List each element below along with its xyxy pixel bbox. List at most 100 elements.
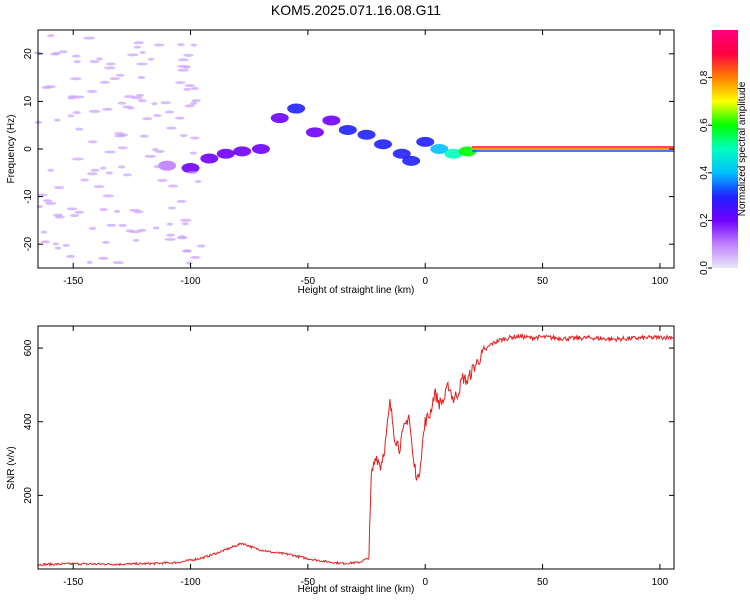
noise-speck	[183, 53, 194, 57]
noise-speck	[112, 261, 125, 265]
noise-speck	[166, 222, 174, 226]
noise-speck	[86, 89, 98, 93]
heatmap-x-label: Height of straight line (km)	[298, 285, 415, 296]
noise-speck	[174, 116, 185, 120]
ridge-point	[251, 144, 270, 154]
noise-speck	[191, 99, 201, 103]
noise-speck	[190, 43, 198, 47]
noise-speck	[142, 117, 153, 121]
colorbar-tick-label: 0.4	[699, 165, 710, 179]
colorbar: 0.0 0.2 0.4 0.6 0.8 Normalized spectral ampl…	[699, 30, 748, 275]
noise-speck	[58, 50, 68, 54]
y-tick-label: 600	[23, 339, 34, 356]
x-tick-label: 50	[537, 577, 549, 588]
ridge-point	[158, 160, 177, 171]
noise-speck	[133, 45, 141, 49]
noise-speck	[139, 134, 149, 138]
snr-axes: -150 -100 -50 0 50 100 200 400 600	[23, 326, 674, 588]
noise-speck	[44, 201, 57, 205]
noise-speck	[86, 172, 98, 176]
noise-speck	[160, 101, 171, 105]
snr-frame	[37, 325, 675, 570]
noise-speck	[105, 171, 113, 175]
ridge-point	[233, 146, 252, 157]
noise-speck	[152, 226, 160, 230]
noise-speck	[190, 255, 201, 259]
noise-speck	[98, 256, 109, 260]
noise-speck	[37, 193, 47, 197]
noise-speck	[154, 149, 165, 153]
noise-speck	[69, 77, 82, 81]
noise-speck	[184, 84, 196, 88]
noise-speck	[118, 223, 127, 227]
colorbar-label: Normalized spectral amplitude	[737, 81, 748, 216]
noise-speck	[83, 36, 96, 40]
figure-title: KOM5.2025.071.16.08.G11	[271, 2, 441, 18]
noise-speck	[127, 106, 135, 110]
noise-speck	[166, 126, 177, 130]
x-tick-label: -150	[63, 577, 83, 588]
noise-speck	[139, 51, 146, 55]
noise-speck	[117, 101, 127, 105]
noise-speck	[153, 113, 162, 117]
noise-speck	[181, 249, 192, 253]
noise-speck	[71, 157, 84, 161]
noise-speck	[131, 96, 143, 100]
noise-speck	[164, 237, 176, 241]
y-tick-label: 200	[23, 487, 34, 504]
noise-speck	[190, 136, 200, 140]
noise-speck	[88, 109, 101, 113]
noise-speck	[104, 150, 116, 154]
noise-speck	[178, 235, 187, 239]
noise-speck	[175, 81, 186, 85]
noise-speck	[74, 210, 85, 214]
noise-speck	[72, 111, 82, 115]
y-tick-label: 20	[23, 48, 34, 60]
noise-speck	[190, 86, 200, 90]
x-tick-label: 50	[537, 276, 549, 287]
ridge-point	[373, 139, 392, 150]
ridge-point	[200, 153, 219, 164]
x-tick-label: 100	[652, 577, 669, 588]
ridge-point	[181, 163, 200, 174]
noise-speck	[66, 254, 75, 258]
y-tick-label: 400	[23, 413, 34, 430]
ridge-point	[357, 129, 376, 140]
noise-speck	[123, 173, 132, 177]
x-tick-label: 0	[422, 577, 428, 588]
ridge-point	[392, 148, 411, 159]
noise-speck	[187, 171, 198, 175]
snr-series-line	[38, 332, 674, 567]
noise-speck	[176, 199, 187, 203]
x-tick-label: 0	[422, 276, 428, 287]
noise-speck	[177, 68, 190, 72]
noise-speck	[153, 43, 165, 47]
ridge-point	[402, 155, 421, 166]
noise-speck	[118, 165, 126, 169]
snr-y-label: SNR (v/v)	[6, 446, 17, 489]
colorbar-tick-label: 0.2	[699, 213, 710, 227]
noise-speck	[54, 118, 61, 122]
noise-speck	[47, 34, 55, 38]
ridge-point	[430, 144, 449, 154]
noise-speck	[181, 222, 190, 226]
x-tick-label: -100	[181, 276, 201, 287]
noise-speck	[147, 57, 155, 61]
noise-speck	[75, 127, 84, 131]
noise-speck	[153, 165, 161, 169]
noise-speck	[113, 209, 121, 213]
noise-speck	[157, 178, 168, 182]
noise-speck	[168, 206, 177, 210]
noise-speck	[47, 168, 55, 172]
colorbar-tick-label: 0.8	[699, 70, 710, 84]
noise-speck	[103, 66, 116, 70]
noise-speck	[93, 185, 105, 189]
snr-panel: -150 -100 -50 0 50 100 200 400 600 Height of str…	[6, 325, 675, 595]
noise-speck	[71, 54, 81, 58]
ridge-point	[458, 146, 477, 157]
noise-speck	[177, 43, 185, 47]
noise-speck	[99, 80, 110, 84]
noise-speck	[69, 214, 80, 218]
